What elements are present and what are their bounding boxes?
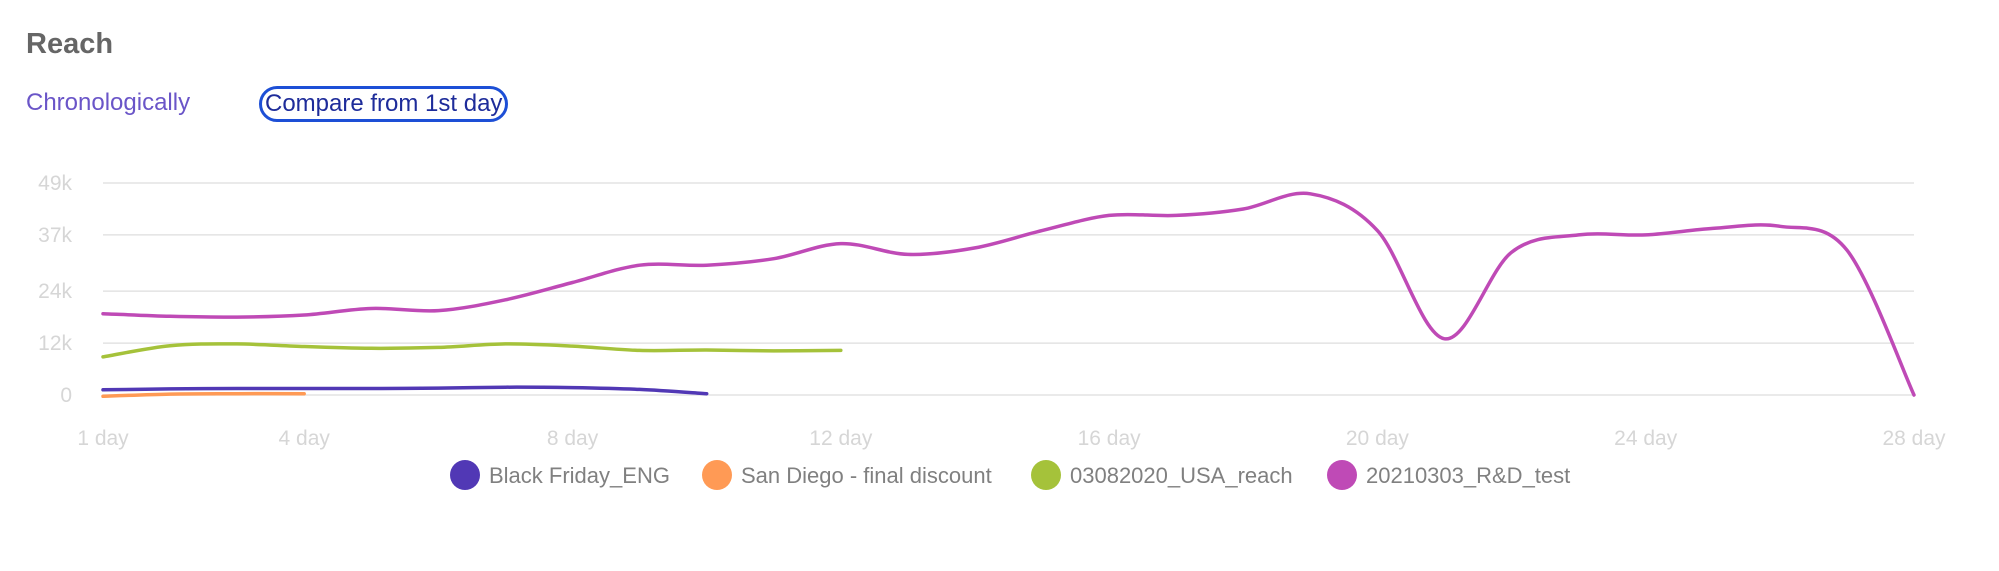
- chart-title: Reach: [26, 28, 114, 60]
- y-tick-label: 0: [60, 384, 72, 407]
- x-tick-label: 20 day: [1346, 427, 1410, 450]
- legend-label-20210303-r-d-test: 20210303_R&D_test: [1366, 463, 1570, 488]
- legend-marker-san-diego-final-discount: [702, 460, 732, 490]
- x-tick-label: 12 day: [809, 427, 873, 450]
- y-tick-label: 24k: [38, 280, 72, 303]
- y-tick-label: 12k: [38, 332, 72, 355]
- legend-label-03082020-usa-reach: 03082020_USA_reach: [1070, 463, 1293, 488]
- series-line-san-diego-final-discount: [101, 391, 306, 399]
- x-tick-label: 28 day: [1882, 427, 1946, 450]
- series-line-black-friday-eng: [101, 385, 709, 396]
- legend-marker-20210303-r-d-test: [1327, 460, 1357, 490]
- y-tick-label: 37k: [38, 224, 72, 247]
- x-tick-label: 8 day: [547, 427, 599, 450]
- legend-marker-black-friday-eng: [450, 460, 480, 490]
- series-line-20210303-r-d-test: [101, 191, 1916, 397]
- y-tick-label: 49k: [38, 172, 72, 195]
- chronologically-button[interactable]: Chronologically: [26, 89, 191, 116]
- x-tick-label: 1 day: [77, 427, 129, 450]
- series-line-03082020-usa-reach: [101, 342, 843, 359]
- compare-from-first-day-button[interactable]: Compare from 1st day: [259, 86, 509, 122]
- legend-label-black-friday-eng: Black Friday_ENG: [489, 463, 670, 488]
- legend-label-san-diego-final-discount: San Diego - final discount: [741, 463, 992, 488]
- x-tick-label: 4 day: [279, 427, 331, 450]
- x-tick-label: 24 day: [1614, 427, 1678, 450]
- x-tick-label: 16 day: [1078, 427, 1142, 450]
- legend-marker-03082020-usa-reach: [1031, 460, 1061, 490]
